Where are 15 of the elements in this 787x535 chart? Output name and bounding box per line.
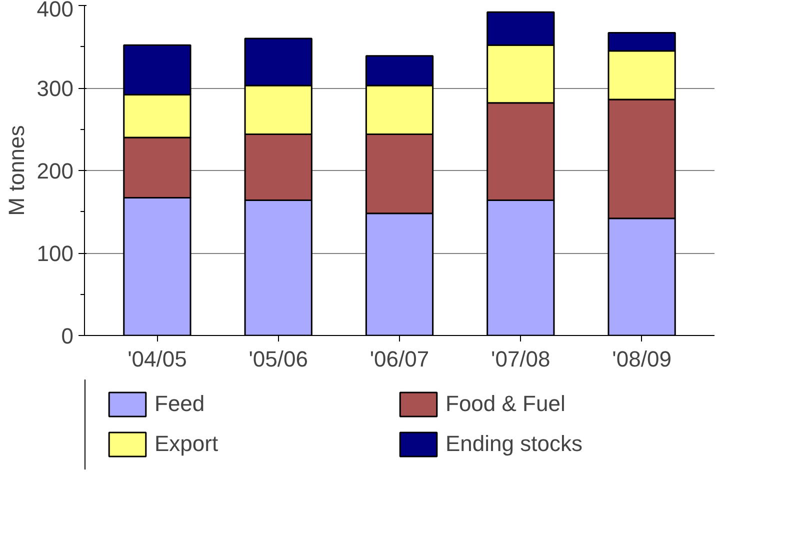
y-tick-label: 100: [36, 241, 74, 266]
y-tick-label: 0: [61, 324, 74, 348]
y-axis-title: M tonnes: [4, 125, 29, 216]
x-tick-label: '06/07: [370, 346, 430, 372]
y-tick-label: 300: [36, 76, 74, 101]
x-tick-label: '07/08: [491, 346, 550, 372]
y-tick-label: 200: [36, 158, 74, 184]
x-tick-label: '04/05: [128, 346, 187, 372]
legend-label: Food & Fuel: [446, 391, 566, 417]
x-tick-label: '08/09: [612, 346, 672, 372]
legend-label: Feed: [154, 391, 206, 417]
legend-label: Ending stocks: [446, 431, 584, 457]
legend-label: Export: [154, 431, 220, 457]
y-tick-label: 400: [36, 0, 74, 22]
x-tick-label: '05/06: [248, 346, 308, 372]
